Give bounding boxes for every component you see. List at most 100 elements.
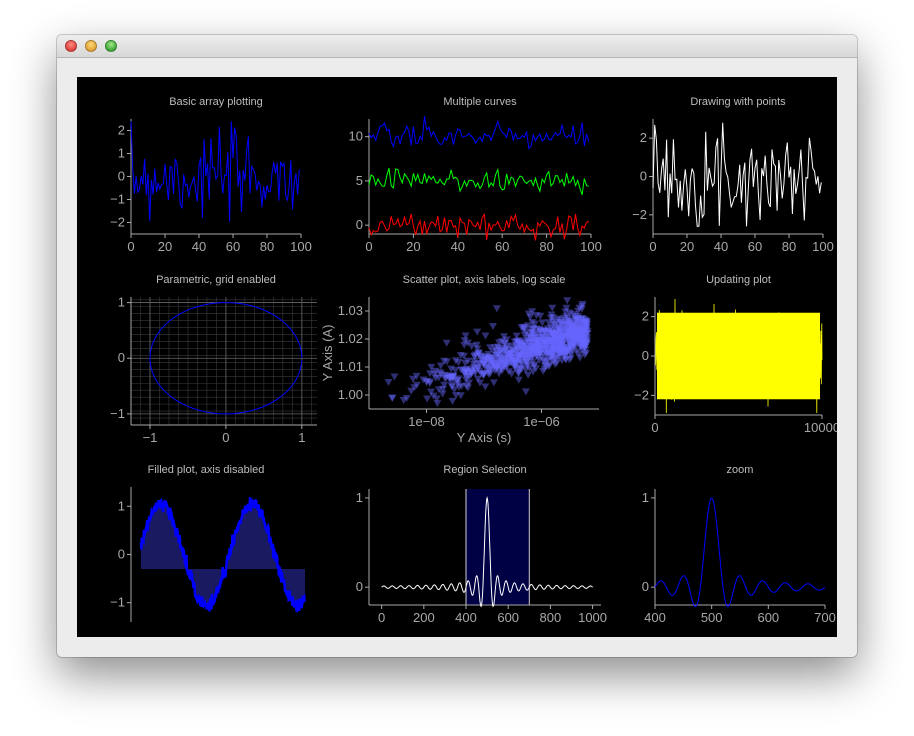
- scatter-point: [579, 329, 588, 337]
- scatter-point: [474, 365, 483, 373]
- scatter-point: [563, 347, 572, 355]
- x-tick-label: 10000: [804, 420, 837, 435]
- scatter-point: [583, 328, 592, 335]
- scatter-point: [501, 354, 510, 362]
- scatter-point: [576, 329, 584, 337]
- scatter-point: [448, 397, 457, 405]
- scatter-point: [485, 366, 493, 374]
- scatter-point: [467, 370, 476, 378]
- scatter-point: [550, 355, 559, 363]
- scatter-point: [527, 338, 535, 346]
- scatter-point: [583, 337, 592, 345]
- x-tick-label: 0: [222, 430, 229, 445]
- scatter-point: [532, 352, 541, 360]
- scatter-point: [463, 384, 472, 392]
- scatter-point: [503, 351, 511, 359]
- scatter-point: [569, 339, 578, 347]
- scatter-point: [536, 327, 544, 335]
- scatter-point: [567, 321, 576, 329]
- scatter-point: [489, 355, 498, 363]
- scatter-point: [545, 363, 553, 371]
- scatter-point: [563, 332, 572, 340]
- scatter-point: [556, 316, 565, 324]
- scatter-point: [512, 358, 520, 366]
- scatter-point: [560, 351, 569, 359]
- scatter-point: [574, 316, 583, 324]
- scatter-point: [542, 329, 551, 337]
- scatter-point: [513, 354, 522, 362]
- scatter-point: [533, 325, 542, 333]
- minimize-button[interactable]: [85, 40, 97, 52]
- scatter-point: [512, 332, 521, 340]
- scatter-point: [486, 364, 495, 372]
- close-button[interactable]: [65, 40, 77, 52]
- x-tick-label: 1: [298, 430, 305, 445]
- scatter-point: [557, 348, 566, 356]
- scatter-point: [552, 354, 561, 362]
- scatter-point: [519, 350, 528, 358]
- scatter-point: [474, 360, 483, 368]
- scatter-point: [543, 350, 551, 358]
- scatter-point: [566, 317, 575, 325]
- scatter-point: [541, 335, 550, 343]
- scatter-point: [528, 358, 537, 366]
- scatter-point: [565, 336, 574, 344]
- scatter-point: [483, 365, 492, 372]
- scatter-point: [565, 338, 573, 346]
- scatter-point: [521, 355, 530, 363]
- title-bar[interactable]: [57, 35, 857, 58]
- scatter-point: [557, 341, 566, 349]
- scatter-point: [567, 343, 576, 351]
- scatter-point: [481, 332, 490, 340]
- scatter-point: [577, 343, 586, 351]
- scatter-point: [569, 332, 578, 340]
- x-tick-label: 60: [226, 239, 240, 254]
- scatter-point: [575, 321, 583, 329]
- scatter-point: [566, 331, 574, 339]
- scatter-point: [514, 370, 523, 378]
- x-tick-label: 80: [539, 239, 553, 254]
- scatter-point: [488, 360, 497, 368]
- scatter-point: [547, 353, 556, 360]
- scatter-point: [552, 337, 561, 345]
- scatter-point: [547, 346, 556, 354]
- scatter-point: [557, 349, 566, 357]
- scatter-point: [571, 316, 580, 324]
- plot-grid[interactable]: Basic array plotting 2 1 0 −1 −2 0 20 40 60 80 100 M…: [77, 77, 837, 637]
- scatter-point: [442, 339, 451, 347]
- scatter-point: [529, 368, 538, 376]
- scatter-point: [552, 359, 561, 367]
- scatter-point: [531, 330, 540, 338]
- scatter-point: [562, 347, 571, 355]
- scatter-point: [494, 361, 503, 369]
- scatter-point: [559, 344, 568, 352]
- scatter-point: [582, 325, 591, 333]
- scatter-point: [554, 346, 563, 353]
- scatter-point: [557, 357, 566, 365]
- scatter-point: [573, 335, 582, 343]
- scatter-point: [506, 350, 515, 358]
- scatter-point: [539, 356, 548, 364]
- zoom-button[interactable]: [105, 40, 117, 52]
- y-tick-label: 1: [118, 295, 125, 310]
- scatter-point: [530, 344, 539, 352]
- scatter-point: [464, 372, 473, 380]
- scatter-point: [576, 331, 585, 339]
- plot-title: Scatter plot, axis labels, log scale: [403, 274, 566, 286]
- scatter-point: [502, 336, 511, 344]
- scatter-point: [566, 348, 575, 356]
- scatter-point: [581, 317, 590, 325]
- scatter-point: [495, 370, 503, 378]
- scatter-point: [469, 363, 478, 371]
- scatter-point: [582, 323, 591, 331]
- scatter-point: [521, 366, 530, 374]
- scatter-point: [544, 319, 553, 327]
- scatter-point: [535, 357, 544, 365]
- scatter-point: [482, 355, 491, 363]
- scatter-point: [572, 335, 581, 343]
- scatter-point: [497, 355, 506, 363]
- scatter-point: [493, 364, 502, 372]
- scatter-point: [487, 354, 496, 362]
- scatter-point: [494, 343, 502, 351]
